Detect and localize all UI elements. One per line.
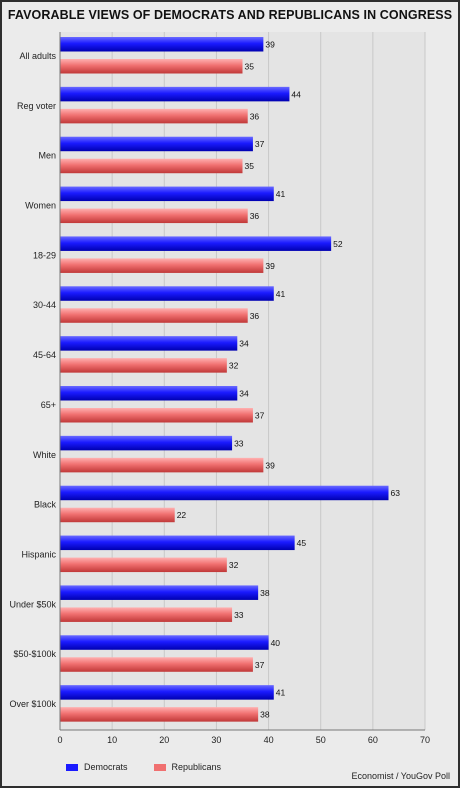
category-label: Women	[25, 201, 56, 211]
category-label: Under $50k	[9, 599, 56, 609]
bar-republicans	[60, 258, 264, 273]
bar-republicans	[60, 358, 227, 373]
legend-item-democrats: Democrats	[66, 762, 128, 772]
data-label-democrats: 33	[234, 438, 244, 448]
legend-label-democrats: Democrats	[84, 762, 128, 772]
bar-democrats	[60, 535, 295, 551]
category-label: Over $100k	[9, 699, 56, 709]
data-label-republicans: 36	[250, 111, 260, 121]
bar-republicans	[60, 557, 227, 573]
x-tick-label: 40	[264, 735, 274, 745]
data-label-democrats: 45	[297, 538, 307, 548]
data-label-democrats: 52	[333, 239, 343, 249]
bar-republicans	[60, 507, 175, 523]
x-tick-label: 0	[57, 735, 62, 745]
bar-republicans	[60, 158, 243, 174]
x-tick-label: 20	[159, 735, 169, 745]
bar-republicans	[60, 308, 248, 323]
bar-republicans	[60, 208, 248, 224]
bar-democrats	[60, 286, 274, 301]
chart-title: FAVORABLE VIEWS OF DEMOCRATS AND REPUBLI…	[7, 8, 453, 22]
x-tick-label: 70	[420, 735, 430, 745]
bar-democrats	[60, 585, 259, 600]
legend-swatch-republicans	[153, 763, 166, 771]
data-label-republicans: 35	[245, 161, 255, 171]
category-label: 30-44	[33, 300, 56, 310]
category-label: White	[33, 450, 56, 460]
data-label-republicans: 32	[229, 560, 239, 570]
data-label-democrats: 38	[260, 588, 270, 598]
data-label-democrats: 34	[239, 339, 249, 349]
bar-democrats	[60, 386, 238, 401]
chart-legend: Democrats Republicans	[66, 762, 221, 772]
legend-item-republicans: Republicans	[153, 762, 222, 772]
data-label-democrats: 44	[291, 89, 301, 99]
bar-democrats	[60, 485, 389, 501]
bar-democrats	[60, 635, 269, 650]
bar-republicans	[60, 657, 253, 672]
legend-swatch-democrats	[66, 763, 78, 771]
data-label-republicans: 39	[265, 460, 275, 470]
data-label-democrats: 39	[265, 40, 275, 50]
bar-democrats	[60, 236, 332, 251]
data-label-democrats: 41	[276, 688, 286, 698]
category-label: Hispanic	[21, 550, 56, 560]
bar-republicans	[60, 707, 259, 722]
data-label-republicans: 22	[177, 510, 187, 520]
plot-area	[60, 32, 425, 730]
bar-republicans	[60, 59, 243, 74]
category-label: $50-$100k	[13, 649, 56, 659]
data-label-republicans: 33	[234, 610, 244, 620]
x-tick-label: 30	[211, 735, 221, 745]
category-label: Black	[34, 500, 57, 510]
category-label: 65+	[41, 400, 56, 410]
data-label-democrats: 34	[239, 389, 249, 399]
category-label: 18-29	[33, 250, 56, 260]
bar-democrats	[60, 37, 264, 52]
legend-label-republicans: Republicans	[171, 762, 222, 772]
category-label: Men	[38, 151, 56, 161]
source-note: Economist / YouGov Poll	[351, 771, 450, 781]
bar-democrats	[60, 435, 233, 451]
bar-republicans	[60, 457, 264, 473]
bar-democrats	[60, 186, 274, 202]
bar-republicans	[60, 408, 253, 423]
category-label: 45-64	[33, 350, 56, 360]
data-label-republicans: 39	[265, 261, 275, 271]
x-tick-label: 60	[368, 735, 378, 745]
data-label-republicans: 38	[260, 710, 270, 720]
data-label-republicans: 36	[250, 311, 260, 321]
data-label-democrats: 37	[255, 139, 265, 149]
data-label-democrats: 41	[276, 289, 286, 299]
bar-republicans	[60, 108, 248, 124]
bar-republicans	[60, 607, 233, 622]
x-tick-label: 50	[316, 735, 326, 745]
bar-democrats	[60, 685, 274, 700]
bar-democrats	[60, 336, 238, 351]
data-label-republicans: 37	[255, 660, 265, 670]
data-label-republicans: 35	[245, 62, 255, 72]
data-label-republicans: 37	[255, 411, 265, 421]
bar-democrats	[60, 136, 253, 152]
data-label-republicans: 36	[250, 211, 260, 221]
data-label-democrats: 41	[276, 189, 286, 199]
category-label: All adults	[19, 51, 56, 61]
x-tick-label: 10	[107, 735, 117, 745]
data-label-democrats: 63	[391, 488, 401, 498]
category-label: Reg voter	[17, 101, 56, 111]
bar-democrats	[60, 86, 290, 102]
data-label-republicans: 32	[229, 361, 239, 371]
data-label-democrats: 40	[271, 638, 281, 648]
